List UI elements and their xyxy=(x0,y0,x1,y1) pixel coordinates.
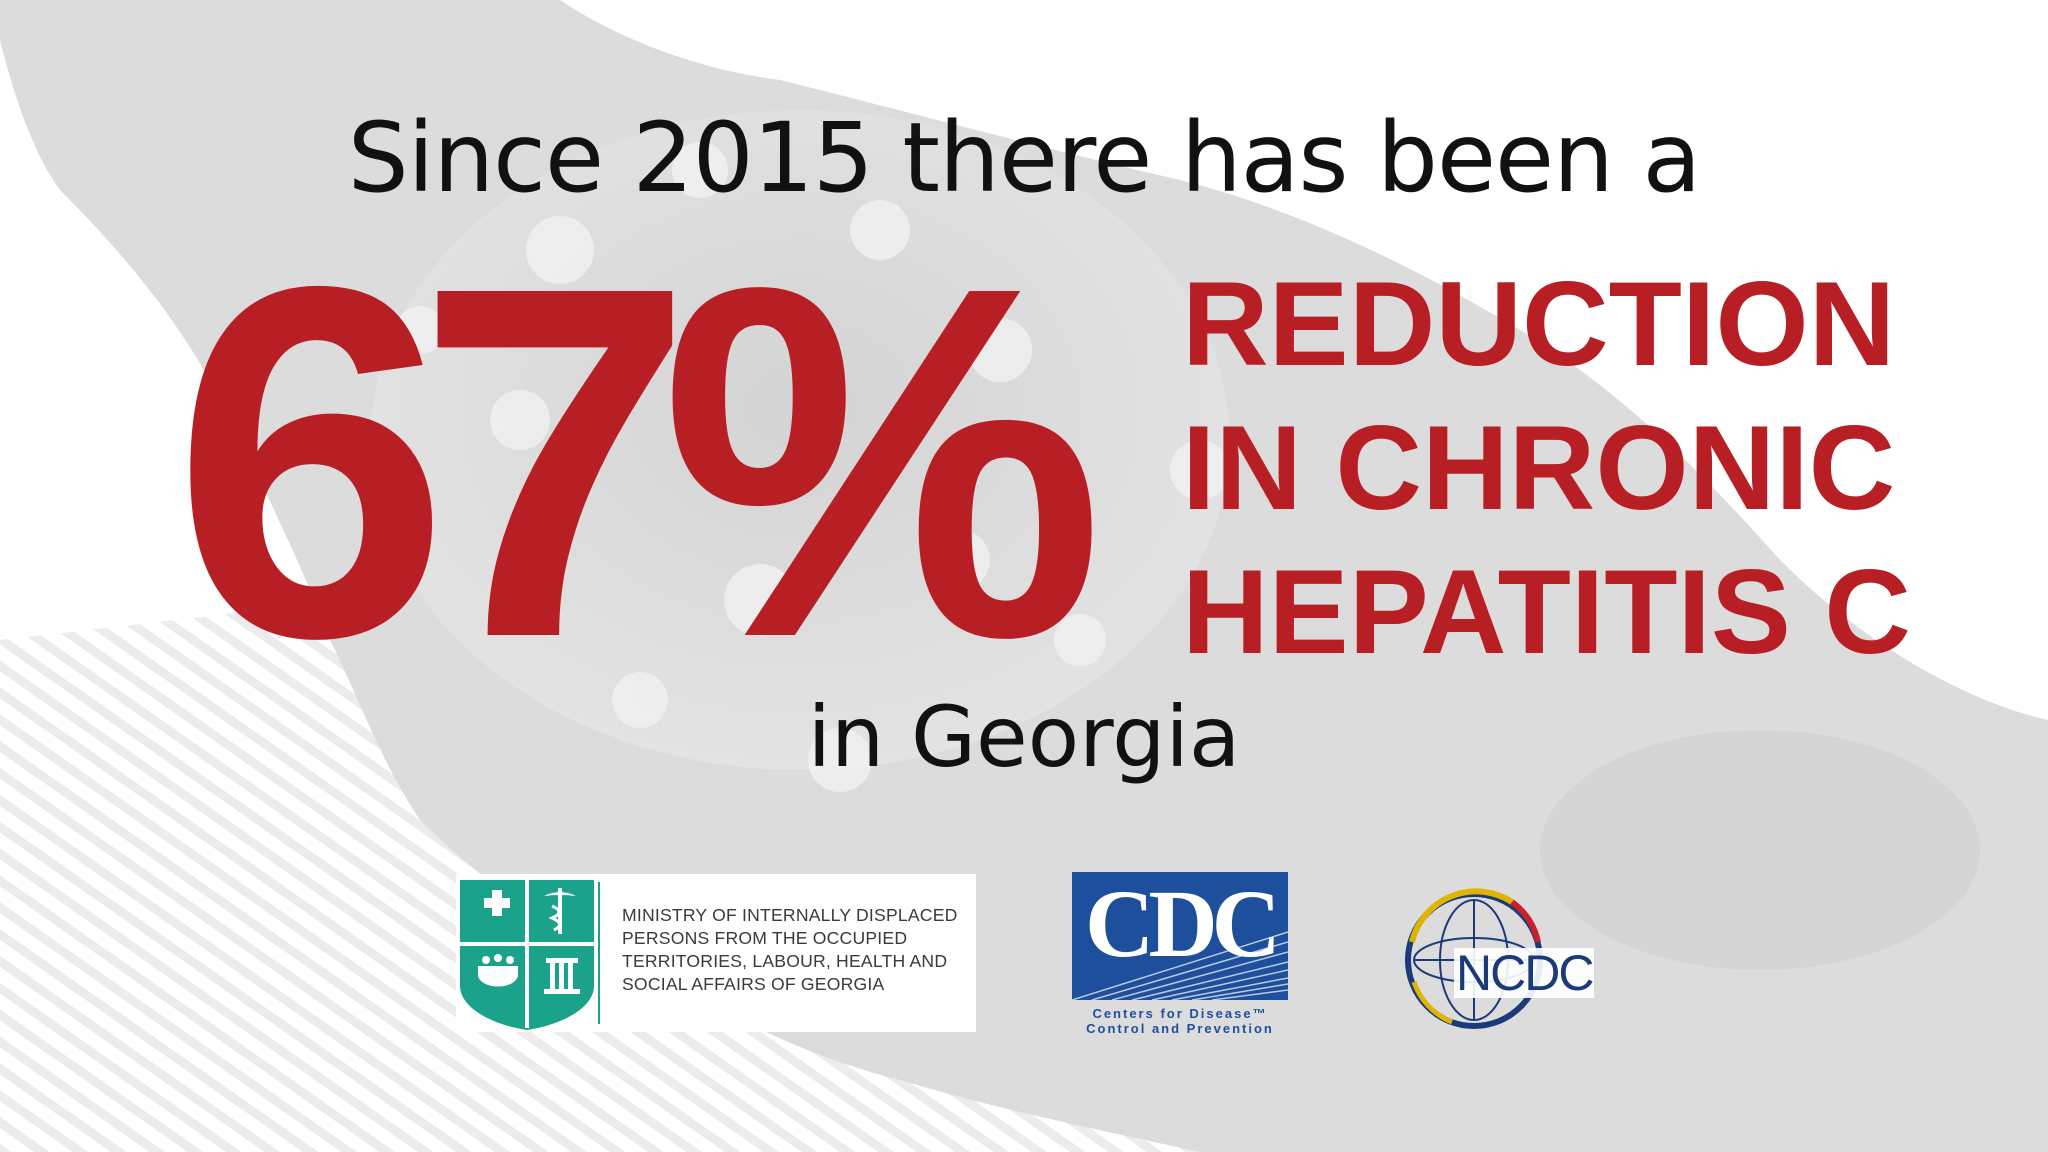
ministry-name-line-1: MINISTRY OF INTERNALLY DISPLACED xyxy=(622,905,958,925)
cdc-caption-line-2: Control and Prevention xyxy=(1086,1021,1274,1036)
ministry-logo: MINISTRY OF INTERNALLY DISPLACED PERSONS… xyxy=(456,874,976,1032)
ministry-name: MINISTRY OF INTERNALLY DISPLACED PERSONS… xyxy=(622,904,972,996)
ncdc-logo: NCDC xyxy=(1392,872,1594,1032)
ministry-divider xyxy=(598,882,600,1024)
virus-particles xyxy=(396,142,1230,792)
ministry-name-line-3: TERRITORIES, LABOUR, HEALTH AND xyxy=(622,951,948,971)
location-text: in Georgia xyxy=(807,688,1241,786)
blur-shape xyxy=(1540,730,1980,970)
reduction-line-3: HEPATITIS C xyxy=(1182,545,1911,679)
ministry-shield-icon xyxy=(460,880,594,1030)
virus-texture xyxy=(370,110,1230,770)
ministry-name-line-2: PERSONS FROM THE OCCUPIED xyxy=(622,928,908,948)
cdc-letters: CDC xyxy=(1085,872,1281,977)
cdc-caption-line-1: Centers for Disease™ xyxy=(1092,1006,1268,1021)
reduction-description: REDUCTION IN CHRONIC HEPATITIS C xyxy=(1182,252,1911,684)
ncdc-letters: NCDC xyxy=(1454,945,1594,1001)
reduction-line-2: IN CHRONIC xyxy=(1182,401,1896,535)
big-percentage: 67% xyxy=(172,182,1105,741)
cdc-caption: Centers for Disease™ Control and Prevent… xyxy=(1072,1006,1288,1036)
cdc-rays-graphic xyxy=(1072,931,1288,1000)
headline-text: Since 2015 there has been a xyxy=(347,102,1702,214)
cdc-logo-box: CDC xyxy=(1072,872,1288,1000)
ministry-name-line-4: SOCIAL AFFAIRS OF GEORGIA xyxy=(622,974,885,994)
reduction-line-1: REDUCTION xyxy=(1182,257,1896,391)
cdc-logo: CDC Centers for Disease™ Control and Pre… xyxy=(1072,872,1288,1038)
